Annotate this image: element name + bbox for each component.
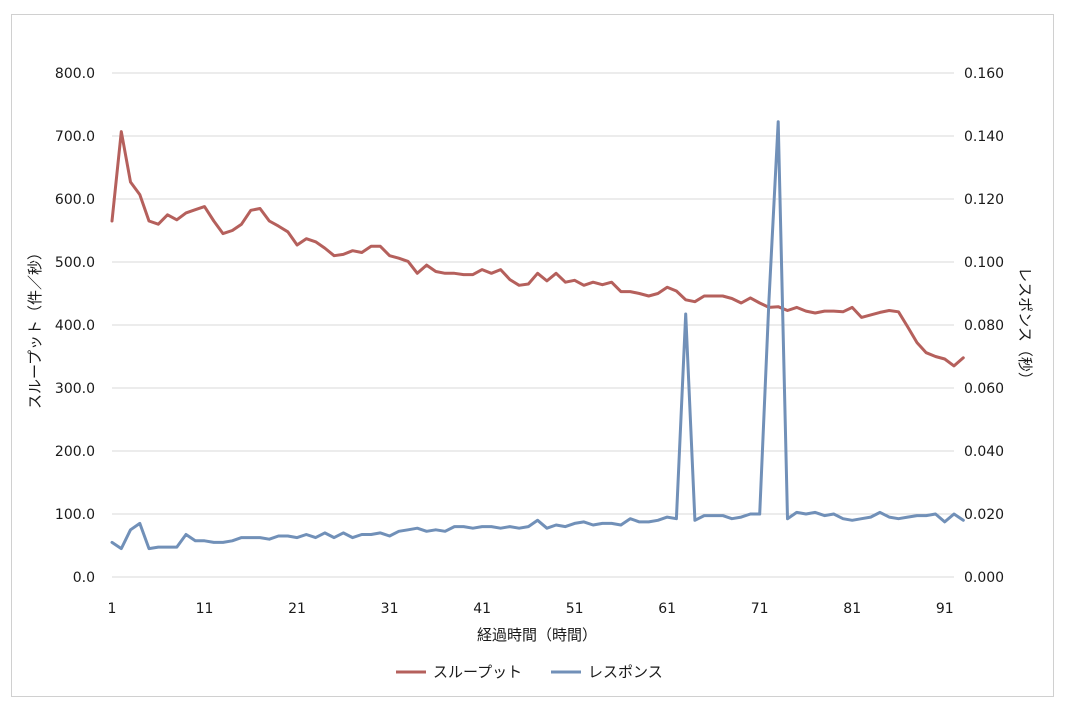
right-tick-label: 0.000 [964, 570, 1004, 586]
series-line-response [110, 120, 965, 551]
left-tick-label: 200.0 [55, 444, 95, 460]
left-tick-label: 0.0 [73, 570, 95, 586]
left-tick-label: 400.0 [55, 318, 95, 334]
right-tick-label: 0.080 [964, 318, 1004, 334]
grid-lines [112, 72, 954, 578]
left-tick-label: 800.0 [55, 66, 95, 82]
right-tick-label: 0.100 [964, 255, 1004, 271]
right-tick-label: 0.060 [964, 381, 1004, 397]
left-tick-label: 300.0 [55, 381, 95, 397]
x-tick-label: 1 [108, 601, 117, 617]
right-tick-label: 0.040 [964, 444, 1004, 460]
left-tick-label: 600.0 [55, 192, 95, 208]
left-y-axis-ticks: 0.0 100.0 200.0 300.0 400.0 500.0 600.0 700.0 80… [55, 66, 95, 586]
right-y-axis-ticks: 0.000 0.020 0.040 0.060 0.080 0.100 0.120 0.140… [964, 66, 1004, 586]
legend-label-throughput: スループット [433, 663, 522, 681]
legend: スループット レスポンス [396, 663, 663, 681]
left-tick-label: 500.0 [55, 255, 95, 271]
series-line-throughput [110, 130, 965, 368]
x-tick-label: 71 [751, 601, 769, 617]
x-axis-ticks: 1 11 21 31 41 51 61 71 81 91 [108, 601, 954, 617]
right-tick-label: 0.120 [964, 192, 1004, 208]
x-tick-label: 11 [196, 601, 214, 617]
right-y-axis-title: レスポンス（秒） [1016, 267, 1034, 387]
left-tick-label: 700.0 [55, 129, 95, 145]
x-tick-label: 51 [566, 601, 584, 617]
x-tick-label: 61 [658, 601, 676, 617]
left-tick-label: 100.0 [55, 507, 95, 523]
legend-label-response: レスポンス [588, 663, 663, 681]
x-tick-label: 21 [288, 601, 306, 617]
right-tick-label: 0.140 [964, 129, 1004, 145]
right-tick-label: 0.020 [964, 507, 1004, 523]
x-axis-title: 経過時間（時間） [477, 626, 597, 644]
series-lines [110, 120, 965, 551]
x-tick-label: 31 [381, 601, 399, 617]
line-chart: 0.0 100.0 200.0 300.0 400.0 500.0 600.0 700.0 80… [26, 66, 1034, 681]
x-tick-label: 91 [936, 601, 954, 617]
chart-frame: 0.0 100.0 200.0 300.0 400.0 500.0 600.0 700.0 80… [11, 14, 1054, 697]
x-tick-label: 81 [843, 601, 861, 617]
right-tick-label: 0.160 [964, 66, 1004, 82]
x-tick-label: 41 [473, 601, 491, 617]
left-y-axis-title: スループット（件／秒） [26, 245, 44, 409]
